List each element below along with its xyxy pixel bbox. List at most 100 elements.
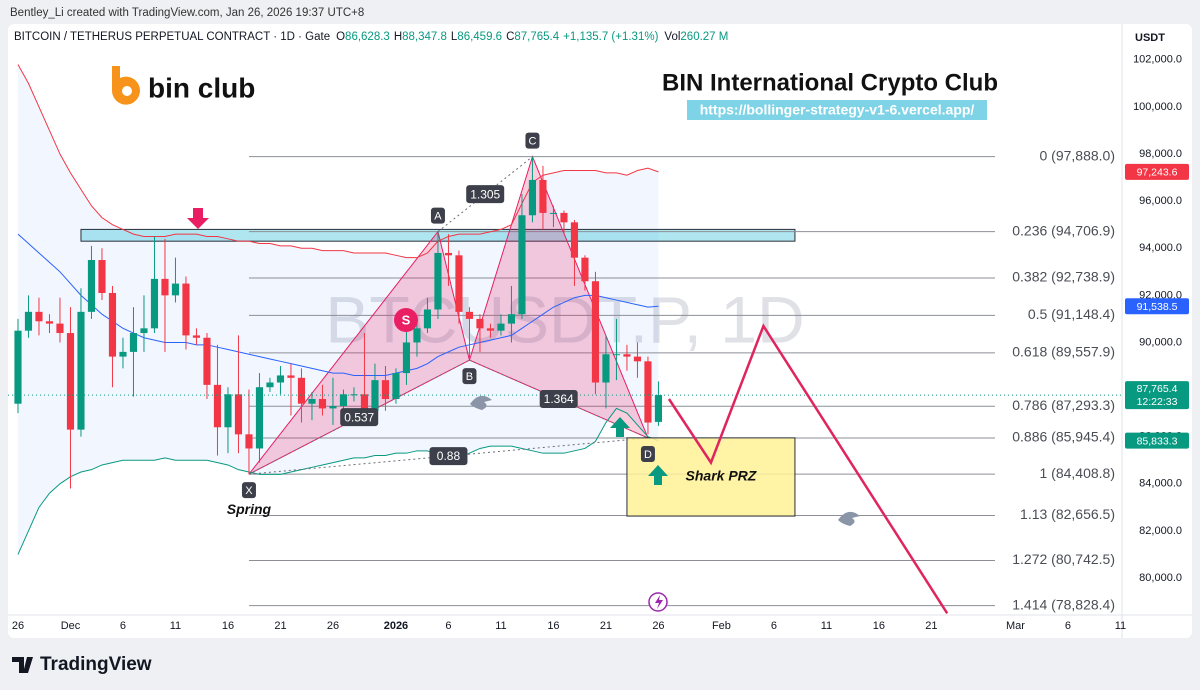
fib-label: 1.272 (80,742.5): [1012, 551, 1115, 567]
candle-body: [612, 354, 621, 356]
x-tick-label: 16: [222, 620, 234, 632]
candle-body: [150, 278, 159, 329]
logo: bin club: [111, 66, 255, 105]
chart-panel: [8, 24, 1192, 638]
y-tick-label: 80,000.0: [1139, 572, 1182, 584]
band-line: [17, 407, 659, 555]
x-tick-label: 11: [821, 620, 832, 632]
candle-body: [161, 278, 169, 296]
candle-body: [633, 356, 642, 362]
c-key: C: [506, 31, 514, 43]
ratio-label: 1.305: [470, 187, 500, 201]
footer-brand: TradingView: [40, 654, 152, 675]
candle-body: [140, 328, 148, 334]
y-tick-label: 102,000.0: [1133, 54, 1182, 66]
y-tick-label: 94,000.0: [1139, 242, 1182, 254]
ratio-box: [429, 447, 468, 466]
band-line: [17, 64, 659, 259]
price-tag-label: 85,833.3: [1137, 435, 1178, 447]
event-bolt: [655, 595, 663, 609]
candle-body: [297, 377, 306, 404]
link-background: [687, 100, 987, 120]
candle-body: [308, 398, 316, 404]
candle-body: [560, 212, 568, 223]
candle-body: [329, 406, 337, 409]
point-box: [525, 132, 540, 149]
price-tag: [1125, 432, 1189, 449]
c-value: 87,765.4: [514, 31, 559, 43]
candle-body: [486, 328, 495, 331]
candle-body: [350, 394, 358, 396]
candle-body: [434, 252, 442, 310]
candle-body: [423, 309, 432, 329]
headline: BIN International Crypto Club: [662, 69, 998, 96]
x-tick-label: 6: [771, 620, 777, 632]
symbol: BITCOIN / TETHERUS PERPETUAL CONTRACT · …: [14, 31, 330, 43]
link[interactable]: https://bollinger-strategy-v1-6.vercel.a…: [700, 102, 975, 118]
logo-text: bin club: [148, 72, 255, 103]
ratio-box: [466, 185, 505, 204]
fib-label: 0.236 (94,706.9): [1012, 222, 1115, 238]
down-arrow: [187, 208, 209, 229]
candle-body: [234, 394, 243, 435]
x-tick-label: 26: [12, 620, 24, 632]
o-key: O: [336, 31, 345, 43]
candle-body: [14, 330, 22, 404]
axes: 80,000.082,000.084,000.086,000.088,000.0…: [12, 32, 1189, 632]
x-tick-label: 6: [120, 620, 126, 632]
candle-body: [371, 380, 379, 411]
point-box: [241, 482, 256, 499]
y-tick-label: 96,000.0: [1139, 195, 1182, 207]
x-tick-label: 26: [652, 620, 664, 632]
ratio-label: 1.364: [544, 392, 574, 406]
candle-body: [465, 311, 474, 319]
h-value: 88,347.8: [402, 31, 447, 43]
candle-body: [570, 222, 579, 258]
band-line: [17, 233, 659, 376]
candle-body: [507, 314, 516, 324]
candle-body: [266, 382, 274, 388]
y-tick-label: 84,000.0: [1139, 478, 1182, 490]
candle-body: [539, 179, 547, 213]
x-tick-label: Dec: [61, 620, 81, 632]
candle-body: [392, 373, 400, 399]
x-tick-label: 6: [1065, 620, 1071, 632]
candle-body: [581, 257, 589, 282]
candle-body: [287, 375, 295, 378]
fib-label: 0.618 (89,557.9): [1012, 344, 1115, 360]
signal-text: S: [402, 312, 411, 327]
x-tick-label: 21: [925, 620, 937, 632]
candle-body: [245, 434, 253, 449]
candle-body: [455, 255, 463, 312]
fib-label: 1.414 (78,828.4): [1012, 596, 1115, 612]
candle-body: [318, 398, 327, 409]
vol-value: 260.27 M: [680, 31, 728, 43]
candle-body: [119, 351, 127, 357]
candle-body: [381, 380, 390, 399]
countdown: 12:22:33: [1137, 396, 1178, 408]
x-tick-label: Feb: [712, 620, 731, 632]
candle-body: [623, 354, 631, 357]
candle-body: [255, 387, 264, 449]
candle-body: [339, 394, 348, 407]
ratio-box: [539, 390, 578, 409]
candle-body: [171, 283, 180, 296]
candle-body: [549, 212, 558, 214]
x-tick-label: 16: [547, 620, 559, 632]
candle-body: [108, 293, 117, 357]
vol-key: Vol: [664, 31, 680, 43]
candle-body: [360, 394, 369, 411]
x-tick-label: Mar: [1006, 620, 1025, 632]
candle-body: [129, 333, 138, 352]
candle-body: [77, 311, 85, 430]
candle-body: [518, 215, 526, 315]
prz-label: Shark PRZ: [686, 468, 757, 484]
point-label: D: [644, 449, 652, 461]
candle-body: [602, 354, 610, 383]
point-label: A: [434, 211, 442, 223]
x-tick-label: 26: [327, 620, 339, 632]
candle-body: [402, 342, 411, 374]
y-tick-label: 100,000.0: [1133, 101, 1182, 113]
candle-body: [644, 361, 652, 423]
candle-body: [497, 323, 505, 331]
